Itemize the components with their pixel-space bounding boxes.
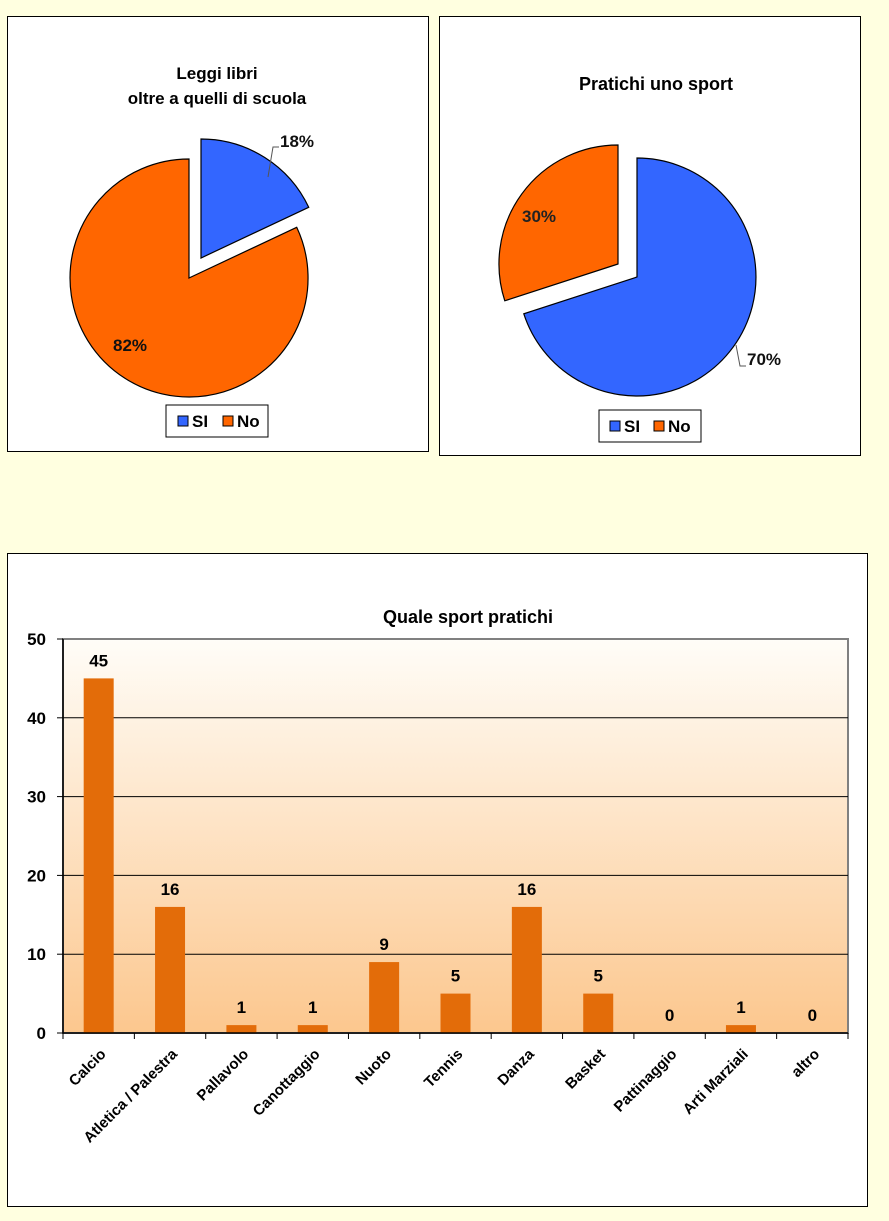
pie-sport-slice-si	[523, 157, 757, 397]
bar	[583, 993, 614, 1033]
pie-books-slice-si	[200, 138, 310, 259]
bar	[297, 1025, 328, 1033]
bar	[83, 678, 114, 1033]
y-tick-label: 30	[27, 788, 46, 807]
x-category-label: Pallavolo	[194, 1046, 253, 1105]
pie-sport-label-si: 70%	[747, 350, 781, 369]
x-category-label: altro	[788, 1046, 823, 1081]
pie-sport-slice-no	[498, 144, 619, 302]
x-category-label: Calcio	[66, 1046, 110, 1090]
legend-no-swatch	[222, 415, 234, 427]
pie-sport-legend: SI No	[598, 409, 702, 443]
bar-value-label: 1	[308, 998, 317, 1017]
bar	[155, 906, 186, 1033]
legend-si-swatch	[609, 420, 621, 432]
bar-chart-title: Quale sport pratichi	[383, 607, 553, 627]
y-tick-label: 40	[27, 709, 46, 728]
y-axis: 0 10 20 30 40 50	[27, 630, 64, 1043]
bar-value-label: 5	[593, 967, 602, 986]
x-category-label: Danza	[494, 1045, 538, 1089]
bar	[369, 962, 400, 1033]
pie-sport-svg: Pratichi uno sport 70% 30% SI No	[498, 74, 781, 443]
bar	[511, 906, 542, 1033]
x-category-label: Canottaggio	[250, 1046, 324, 1120]
leader-line	[267, 146, 279, 178]
y-tick-label: 10	[27, 945, 46, 964]
pie-books-title-line2: oltre a quelli di scuola	[128, 89, 307, 108]
legend-si-label: SI	[192, 412, 208, 431]
pie-chart-books: Leggi libri oltre a quelli di scuola 18%…	[7, 16, 429, 452]
gridlines	[63, 717, 848, 955]
pie-sport-title: Pratichi uno sport	[579, 74, 733, 94]
bar	[440, 993, 471, 1033]
bar	[226, 1025, 257, 1033]
bar-value-label: 0	[665, 1006, 674, 1025]
bar	[725, 1025, 756, 1033]
legend-no-label: No	[668, 417, 691, 436]
pie-books-label-no: 82%	[113, 336, 147, 355]
pie-books-slice-no	[69, 158, 309, 398]
legend-si-label: SI	[624, 417, 640, 436]
bar-value-label: 45	[89, 651, 108, 670]
pie-books-legend: SI No	[165, 404, 269, 438]
bar-value-label: 9	[379, 935, 388, 954]
pie-sport-label-no: 30%	[522, 207, 556, 226]
bar-value-label: 1	[237, 998, 246, 1017]
legend-si-swatch	[177, 415, 189, 427]
pie-books-svg: Leggi libri oltre a quelli di scuola 18%…	[69, 64, 314, 438]
pie-books-title-line1: Leggi libri	[176, 64, 257, 83]
leader-line	[735, 344, 746, 367]
x-category-label: Arti Marziali	[680, 1046, 752, 1118]
legend-no-swatch	[653, 420, 665, 432]
x-category-label: Pattinaggio	[611, 1046, 681, 1116]
x-category-label: Tennis	[421, 1046, 466, 1091]
bars: 45 16 1 1 9 5 16 5 0 1 0	[83, 651, 817, 1033]
y-tick-label: 50	[27, 630, 46, 649]
pie-books-label-si: 18%	[280, 132, 314, 151]
y-tick-label: 20	[27, 866, 46, 885]
bar-value-label: 0	[808, 1006, 817, 1025]
bar-value-label: 16	[517, 880, 536, 899]
y-tick-label: 0	[37, 1024, 46, 1043]
x-category-label: Nuoto	[352, 1046, 395, 1089]
bar-chart-sports: Quale sport pratichi 0 10 20 30 40 50 45 16 1 1 9…	[7, 553, 868, 1207]
legend-no-label: No	[237, 412, 260, 431]
x-category-label: Basket	[562, 1046, 609, 1093]
bar-value-label: 16	[161, 880, 180, 899]
bar-value-label: 1	[736, 998, 745, 1017]
pie-chart-sport: Pratichi uno sport 70% 30% SI No	[439, 16, 861, 456]
plot-area	[62, 638, 849, 1034]
bar-value-label: 5	[451, 967, 460, 986]
